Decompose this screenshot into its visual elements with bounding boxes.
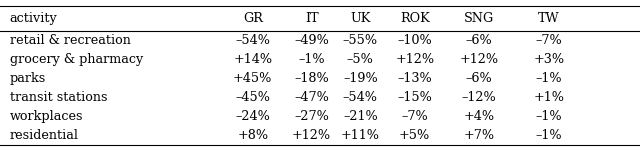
Text: grocery & pharmacy: grocery & pharmacy [10, 53, 143, 66]
Text: +8%: +8% [237, 129, 268, 142]
Text: +1%: +1% [534, 91, 564, 104]
Text: –13%: –13% [397, 72, 432, 85]
Text: –12%: –12% [461, 91, 496, 104]
Text: –15%: –15% [397, 91, 432, 104]
Text: –7%: –7% [536, 34, 563, 47]
Text: SNG: SNG [463, 12, 494, 25]
Text: –55%: –55% [343, 34, 378, 47]
Text: –24%: –24% [236, 110, 270, 123]
Text: –19%: –19% [343, 72, 378, 85]
Text: +5%: +5% [399, 129, 430, 142]
Text: –45%: –45% [236, 91, 270, 104]
Text: –5%: –5% [347, 53, 374, 66]
Text: ROK: ROK [400, 12, 429, 25]
Text: parks: parks [10, 72, 46, 85]
Text: –54%: –54% [343, 91, 378, 104]
Text: +11%: +11% [341, 129, 380, 142]
Text: +12%: +12% [459, 53, 499, 66]
Text: –7%: –7% [401, 110, 428, 123]
Text: –1%: –1% [536, 72, 563, 85]
Text: +14%: +14% [233, 53, 273, 66]
Text: –6%: –6% [465, 72, 492, 85]
Text: –1%: –1% [536, 129, 563, 142]
Text: –54%: –54% [236, 34, 270, 47]
Text: GR: GR [243, 12, 263, 25]
Text: residential: residential [10, 129, 79, 142]
Text: retail & recreation: retail & recreation [10, 34, 131, 47]
Text: +45%: +45% [233, 72, 273, 85]
Text: –1%: –1% [536, 110, 563, 123]
Text: IT: IT [305, 12, 319, 25]
Text: –47%: –47% [294, 91, 329, 104]
Text: activity: activity [10, 12, 58, 25]
Text: transit stations: transit stations [10, 91, 107, 104]
Text: –27%: –27% [294, 110, 329, 123]
Text: –6%: –6% [465, 34, 492, 47]
Text: UK: UK [350, 12, 371, 25]
Text: –1%: –1% [298, 53, 325, 66]
Text: +7%: +7% [463, 129, 494, 142]
Text: +12%: +12% [395, 53, 435, 66]
Text: TW: TW [538, 12, 560, 25]
Text: workplaces: workplaces [10, 110, 83, 123]
Text: –21%: –21% [343, 110, 378, 123]
Text: +3%: +3% [534, 53, 564, 66]
Text: +12%: +12% [292, 129, 332, 142]
Text: +4%: +4% [463, 110, 494, 123]
Text: –18%: –18% [294, 72, 329, 85]
Text: –10%: –10% [397, 34, 432, 47]
Text: –49%: –49% [294, 34, 329, 47]
